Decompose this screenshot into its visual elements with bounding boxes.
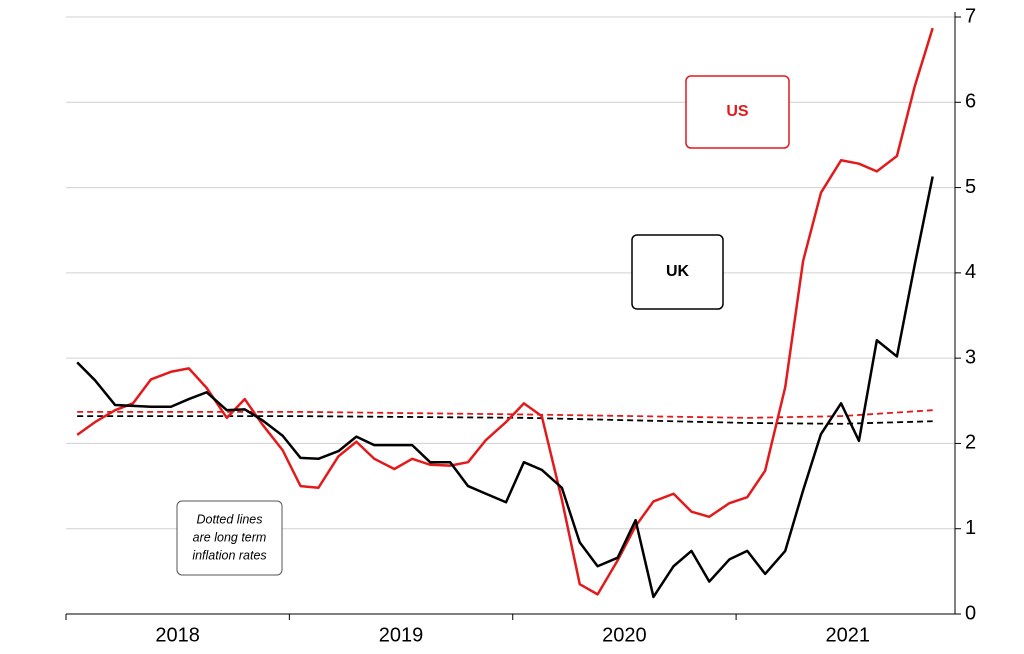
legend-box: [631, 234, 724, 310]
note-text: inflation rates: [192, 548, 266, 562]
series-line: [76, 176, 934, 599]
x-tick-label: 2018: [155, 624, 200, 646]
note-box: [176, 500, 283, 576]
legend-label: US: [726, 103, 749, 120]
legend-box: [685, 75, 790, 149]
y-tick-label: 6: [965, 91, 976, 113]
x-tick-label: 2021: [826, 624, 871, 646]
y-tick-label: 2: [965, 432, 976, 454]
x-tick-label: 2019: [379, 624, 424, 646]
y-tick-label: 4: [965, 261, 976, 283]
note-text: Dotted lines: [196, 512, 262, 526]
x-tick-label: 2020: [602, 624, 647, 646]
y-tick-label: 7: [965, 5, 976, 27]
legend-label: UK: [666, 263, 690, 280]
reference-line: [77, 409, 933, 419]
y-tick-label: 1: [965, 517, 976, 539]
note-text: are long term: [193, 530, 267, 544]
series-line: [76, 27, 934, 596]
y-tick-label: 0: [965, 602, 976, 624]
y-tick-label: 5: [965, 176, 976, 198]
y-tick-label: 3: [965, 346, 976, 368]
